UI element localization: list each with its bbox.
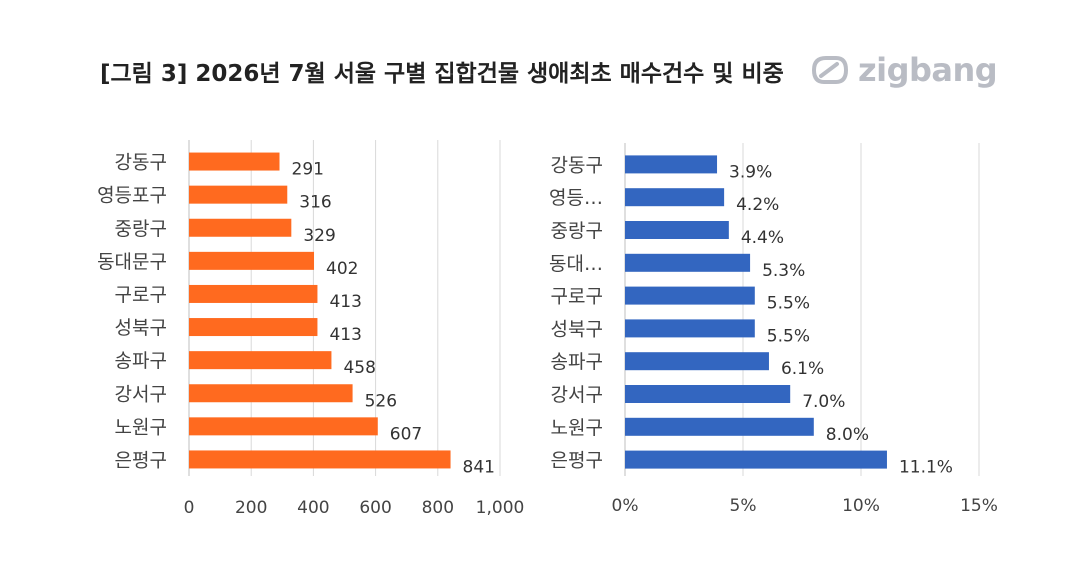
- bar: [625, 155, 718, 174]
- chart-title: [그림 3] 2026년 7월 서울 구별 집합건물 생애최초 매수건수 및 비…: [100, 61, 784, 87]
- bar: [189, 251, 315, 270]
- data-label: 329: [303, 226, 335, 246]
- bar: [189, 417, 378, 436]
- category-label: 중랑구: [551, 220, 603, 242]
- data-label: 5.5%: [767, 294, 810, 314]
- bar: [625, 253, 751, 272]
- data-label: 4.4%: [741, 228, 784, 248]
- category-label: 노원구: [551, 417, 603, 439]
- data-label: 413: [329, 292, 361, 312]
- logo-text: zigbang: [858, 51, 998, 89]
- bar: [625, 319, 755, 338]
- data-label: 7.0%: [802, 392, 845, 412]
- data-label: 841: [463, 457, 495, 477]
- chart-share-by-district: 0% 5% 10% 15% 강동구 3.9% 영등… 4.2% 중랑구 4.4% 동대… 5.3% 구로…: [549, 143, 998, 516]
- x-tick-label: 10%: [842, 496, 880, 516]
- x-tick-label: 5%: [730, 496, 757, 516]
- x-tick-label: 200: [235, 498, 267, 518]
- bar: [189, 318, 318, 337]
- category-label: 은평구: [115, 449, 167, 471]
- category-label: 성북구: [115, 317, 167, 339]
- x-tick-label: 15%: [960, 496, 998, 516]
- data-label: 291: [292, 160, 324, 180]
- category-label: 구로구: [551, 286, 603, 308]
- category-label: 은평구: [551, 450, 603, 472]
- category-label: 성북구: [551, 318, 603, 340]
- category-label: 강서구: [551, 384, 603, 406]
- data-label: 4.2%: [736, 195, 779, 215]
- data-label: 8.0%: [826, 425, 869, 445]
- x-tick-label: 0: [184, 498, 195, 518]
- x-tick-label: 400: [297, 498, 329, 518]
- bar: [625, 188, 725, 207]
- data-label: 6.1%: [781, 359, 824, 379]
- x-tick-label: 0%: [612, 496, 639, 516]
- bar: [625, 352, 769, 371]
- bar: [625, 221, 729, 239]
- category-label: 송파구: [551, 351, 603, 373]
- category-label: 동대문구: [97, 251, 167, 273]
- data-label: 413: [329, 325, 361, 345]
- data-label: 458: [343, 358, 375, 378]
- bar: [625, 286, 755, 305]
- data-label: 3.9%: [729, 162, 772, 182]
- bar: [189, 450, 451, 469]
- bar: [189, 185, 288, 204]
- category-label: 강서구: [115, 383, 167, 405]
- data-label: 607: [390, 424, 422, 444]
- category-label: 노원구: [115, 416, 167, 438]
- x-tick-label: 800: [422, 498, 454, 518]
- category-label: 강동구: [551, 154, 603, 176]
- zigbang-logo: zigbang: [810, 50, 998, 90]
- bar: [189, 351, 332, 370]
- data-label: 5.3%: [762, 261, 805, 281]
- category-label: 구로구: [115, 284, 167, 306]
- category-label: 송파구: [115, 350, 167, 372]
- bar: [189, 284, 318, 303]
- category-label: 영등포구: [97, 185, 167, 207]
- data-label: 5.5%: [767, 326, 810, 346]
- data-label: 11.1%: [899, 458, 953, 478]
- bar: [189, 152, 280, 171]
- zigbang-logo-icon: [811, 56, 849, 84]
- data-label: 526: [365, 391, 397, 411]
- bar: [189, 218, 292, 237]
- x-tick-label: 1,000: [476, 498, 525, 518]
- bar: [625, 450, 887, 469]
- category-label: 강동구: [115, 152, 167, 174]
- category-label: 중랑구: [115, 218, 167, 240]
- bar: [625, 417, 814, 436]
- bar: [625, 385, 791, 403]
- chart-count-by-district: 0 200 400 600 800 1,000 강동구 291 영등포구 316 중랑구 329 동대문…: [97, 140, 524, 518]
- category-label: 동대…: [549, 253, 603, 275]
- data-label: 316: [299, 193, 331, 213]
- data-label: 402: [326, 259, 358, 279]
- category-label: 영등…: [549, 187, 603, 209]
- bar: [189, 384, 353, 403]
- x-tick-label: 600: [359, 498, 391, 518]
